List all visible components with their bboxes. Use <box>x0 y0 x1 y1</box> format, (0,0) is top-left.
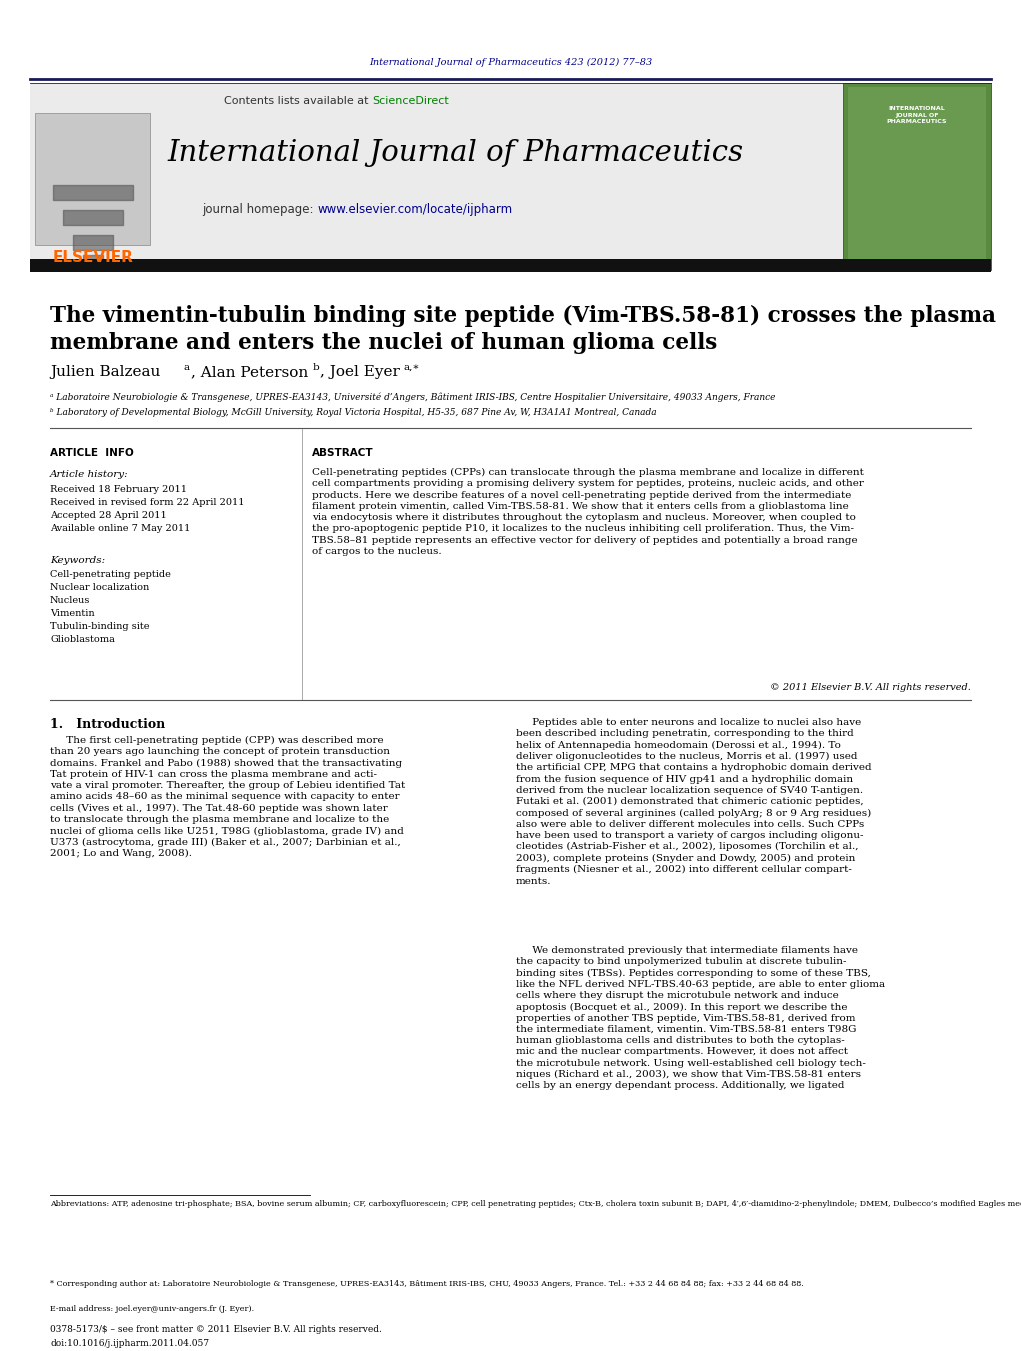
Text: ᵃ Laboratoire Neurobiologie & Transgenese, UPRES-EA3143, Université d’Angers, Bâ: ᵃ Laboratoire Neurobiologie & Transgenes… <box>50 393 776 403</box>
Text: Nucleus: Nucleus <box>50 596 91 605</box>
Text: International Journal of Pharmaceutics 423 (2012) 77–83: International Journal of Pharmaceutics 4… <box>370 58 652 66</box>
Text: Nuclear localization: Nuclear localization <box>50 584 149 592</box>
Text: a: a <box>183 362 189 372</box>
Text: Available online 7 May 2011: Available online 7 May 2011 <box>50 524 190 534</box>
Text: Received in revised form 22 April 2011: Received in revised form 22 April 2011 <box>50 499 244 507</box>
Bar <box>848 86 986 265</box>
Text: INTERNATIONAL
JOURNAL OF
PHARMACEUTICS: INTERNATIONAL JOURNAL OF PHARMACEUTICS <box>887 105 947 124</box>
Bar <box>30 82 991 270</box>
Bar <box>843 82 991 270</box>
Text: ᵇ Laboratory of Developmental Biology, McGill University, Royal Victoria Hospita: ᵇ Laboratory of Developmental Biology, M… <box>50 408 657 417</box>
Text: Julien Balzeau: Julien Balzeau <box>50 365 160 380</box>
Text: Peptides able to enter neurons and localize to nuclei also have
been described i: Peptides able to enter neurons and local… <box>516 717 872 885</box>
Text: Glioblastoma: Glioblastoma <box>50 635 115 644</box>
Text: journal homepage:: journal homepage: <box>202 204 317 216</box>
Text: , Alan Peterson: , Alan Peterson <box>191 365 308 380</box>
Text: membrane and enters the nuclei of human glioma cells: membrane and enters the nuclei of human … <box>50 332 717 354</box>
Text: doi:10.1016/j.ijpharm.2011.04.057: doi:10.1016/j.ijpharm.2011.04.057 <box>50 1339 209 1348</box>
Text: ELSEVIER: ELSEVIER <box>52 250 134 265</box>
Text: We demonstrated previously that intermediate filaments have
the capacity to bind: We demonstrated previously that intermed… <box>516 946 885 1090</box>
Bar <box>30 259 991 272</box>
Text: * Corresponding author at: Laboratoire Neurobiologie & Transgenese, UPRES-EA3143: * Corresponding author at: Laboratoire N… <box>50 1279 804 1288</box>
Text: a,∗: a,∗ <box>403 362 420 372</box>
Text: Accepted 28 April 2011: Accepted 28 April 2011 <box>50 511 166 520</box>
Text: Vimentin: Vimentin <box>50 609 95 617</box>
Text: Tubulin-binding site: Tubulin-binding site <box>50 621 149 631</box>
Text: 1.   Introduction: 1. Introduction <box>50 717 165 731</box>
Text: Abbreviations: ATP, adenosine tri-phosphate; BSA, bovine serum albumin; CF, carb: Abbreviations: ATP, adenosine tri-phosph… <box>50 1200 1021 1208</box>
Text: ScienceDirect: ScienceDirect <box>372 96 449 105</box>
Text: Received 18 February 2011: Received 18 February 2011 <box>50 485 187 494</box>
Text: Keywords:: Keywords: <box>50 557 105 565</box>
Text: 0378-5173/$ – see front matter © 2011 Elsevier B.V. All rights reserved.: 0378-5173/$ – see front matter © 2011 El… <box>50 1325 382 1333</box>
Text: © 2011 Elsevier B.V. All rights reserved.: © 2011 Elsevier B.V. All rights reserved… <box>770 684 971 692</box>
Text: , Joel Eyer: , Joel Eyer <box>320 365 400 380</box>
Text: Article history:: Article history: <box>50 470 129 480</box>
Text: The vimentin-tubulin binding site peptide (Vim-TBS.58-81) crosses the plasma: The vimentin-tubulin binding site peptid… <box>50 305 996 327</box>
Text: www.elsevier.com/locate/ijpharm: www.elsevier.com/locate/ijpharm <box>317 204 513 216</box>
Text: International Journal of Pharmaceutics: International Journal of Pharmaceutics <box>167 139 743 168</box>
Text: The first cell-penetrating peptide (CPP) was described more
than 20 years ago la: The first cell-penetrating peptide (CPP)… <box>50 736 405 858</box>
Text: b: b <box>313 362 320 372</box>
Text: ARTICLE  INFO: ARTICLE INFO <box>50 449 134 458</box>
Text: E-mail address: joel.eyer@univ-angers.fr (J. Eyer).: E-mail address: joel.eyer@univ-angers.fr… <box>50 1305 254 1313</box>
Bar <box>35 113 150 245</box>
Text: ABSTRACT: ABSTRACT <box>312 449 374 458</box>
Text: Cell-penetrating peptide: Cell-penetrating peptide <box>50 570 171 580</box>
Text: Contents lists available at: Contents lists available at <box>224 96 372 105</box>
Text: Cell-penetrating peptides (CPPs) can translocate through the plasma membrane and: Cell-penetrating peptides (CPPs) can tra… <box>312 467 864 555</box>
